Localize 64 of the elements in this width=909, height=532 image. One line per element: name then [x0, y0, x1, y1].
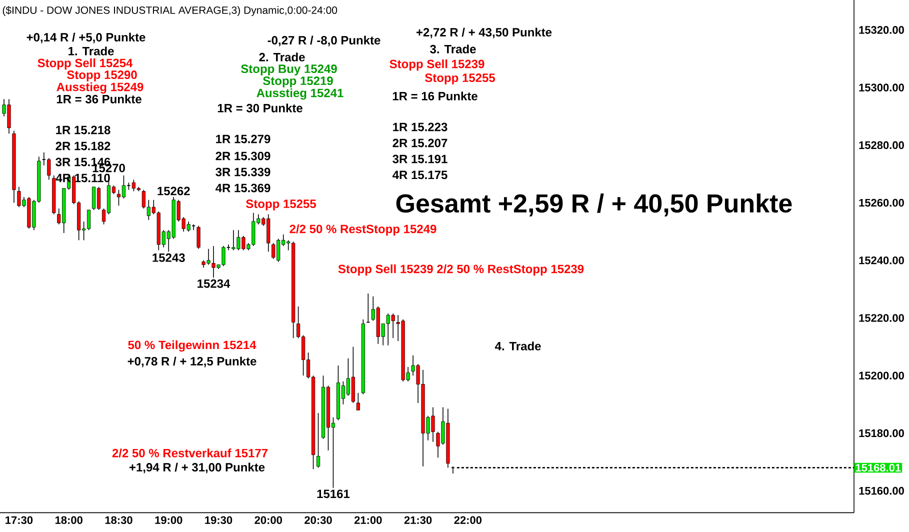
annotation: 4. Trade: [494, 342, 541, 350]
annotation: 1R = 36 Punkte: [56, 94, 142, 104]
annotation: 2R 15.207: [392, 138, 448, 148]
text: ($INDU - DOW JONES INDUSTRIAL AVERAGE,3) Dynamic,0:00-24:00: [2, 6, 338, 16]
annotation: 1R 15.279: [216, 134, 270, 144]
y-tick-label: 15260.00: [859, 198, 904, 207]
annotation: 1. Trade: [68, 46, 114, 56]
x-tick-label: 18:30: [105, 516, 132, 524]
candlestick: [196, 225, 200, 250]
x-tick-label: 19:00: [155, 516, 182, 524]
y-tick-label: 15300.00: [859, 84, 904, 92]
annotation: 2/2 50 % RestStopp 15249: [290, 224, 436, 236]
annotation: Ausstieg 15249: [56, 82, 144, 94]
x-tick-label: 17:30: [6, 516, 33, 524]
x-tick-label: 21:30: [404, 516, 432, 524]
annotation: 1R 15.223: [393, 122, 448, 132]
annotation: 3R 15.339: [216, 168, 270, 176]
annotation: 50 % Teilgewinn 15214: [128, 340, 256, 352]
annotation: +2,72 R / + 43,50 Punkte: [416, 28, 552, 38]
x-tick-label: 20:30: [304, 516, 332, 524]
y-tick-label: 15220.00: [859, 314, 904, 322]
y-tick-label: 15240.00: [859, 256, 904, 264]
annotation: Gesamt +2,59 R / + 40,50 Punkte: [396, 194, 792, 216]
annotation: 2R 15.309: [216, 152, 270, 160]
annotation: 15243: [152, 253, 185, 262]
annotation: Stopp Sell 15254: [38, 58, 133, 70]
annotation: -0,27 R / -8,0 Punkte: [268, 36, 380, 46]
annotation: 2. Trade: [259, 52, 305, 62]
annotation: Stopp 15255: [246, 200, 316, 210]
y-tick-label: 15160.00: [859, 486, 904, 495]
annotation: 2/2 50 % Restverkauf 15177: [112, 448, 268, 458]
annotation: 3. Trade: [430, 44, 476, 54]
annotation: 2R 15.182: [56, 142, 110, 150]
annotation: 15262: [158, 186, 190, 196]
candlestick: [316, 412, 320, 468]
y-tick-label: 15280.00: [859, 141, 904, 150]
annotation: 15161: [317, 490, 350, 498]
y-tick-label: 15200.00: [859, 372, 904, 380]
annotation: 4R 15.369: [216, 184, 270, 192]
x-tick-label: 21:00: [354, 516, 382, 524]
annotation: +0,14 R / +5,0 Punkte: [26, 32, 146, 44]
annotation: 1R = 16 Punkte: [392, 92, 478, 100]
annotation: Stopp Sell 15239 2/2 50 % RestStopp 15239: [338, 264, 584, 276]
annotation: +0,78 R / + 12,5 Punkte: [128, 356, 256, 368]
annotation: Stopp 15255: [425, 74, 496, 84]
annotation: Stopp Buy 15249: [241, 64, 337, 76]
y-tick-label: 15180.00: [859, 429, 904, 438]
annotation: Stopp 15219: [263, 76, 333, 88]
annotation: Stopp Sell 15239: [390, 59, 484, 71]
x-tick-label: 20:00: [254, 516, 282, 524]
annotation: Stopp 15290: [67, 70, 137, 82]
annotation: +1,94 R / + 31,00 Punkte: [129, 462, 265, 474]
x-tick-label: 18:00: [55, 516, 82, 524]
candlestick: [356, 392, 360, 411]
x-tick-label: 19:30: [205, 516, 232, 524]
annotation: 1R = 30 Punkte: [218, 104, 302, 112]
annotation: 15234: [198, 279, 230, 288]
annotation: 1R 15.218: [56, 126, 110, 134]
x-tick-label: 22:00: [454, 516, 482, 524]
ref-line-label: 15168.01: [856, 464, 901, 472]
y-tick-label: 15320.00: [859, 26, 904, 34]
annotation: 3R 15.191: [392, 154, 448, 164]
annotation: 4R 15.175: [392, 170, 448, 180]
annotation: Ausstieg 15241: [256, 88, 344, 100]
